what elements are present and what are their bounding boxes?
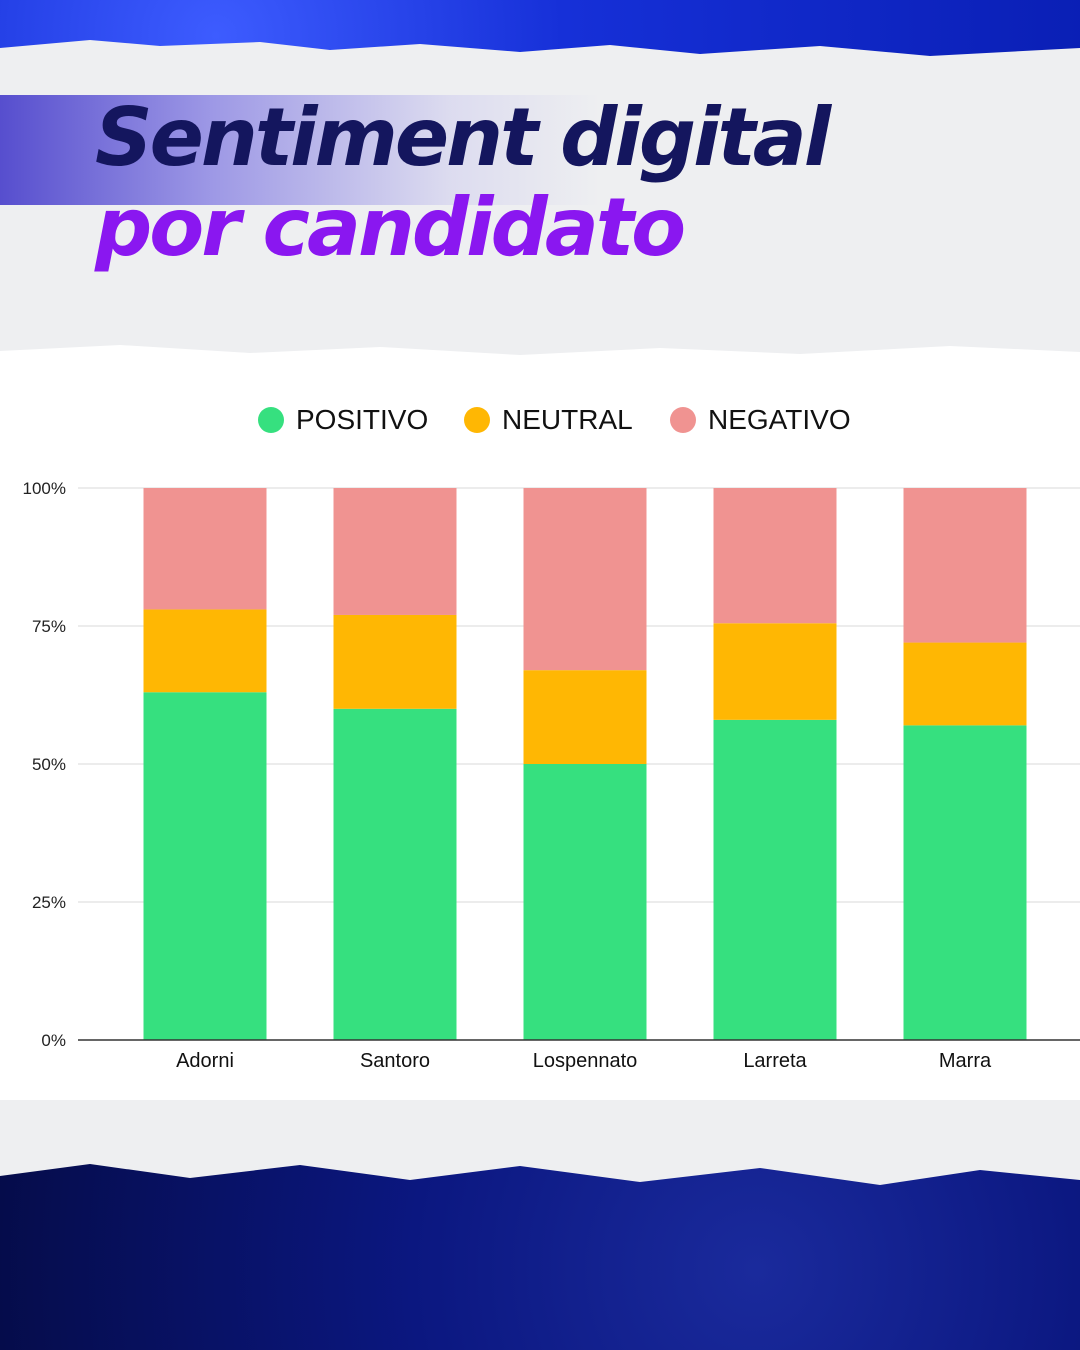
- title-spray-texture: [0, 95, 600, 205]
- bar-marra-negativo: [903, 488, 1027, 643]
- bar-adorni-negativo: [143, 488, 267, 610]
- legend-item-positivo: POSITIVO: [258, 400, 428, 440]
- legend-swatch-positivo: [258, 407, 284, 433]
- y-tick-label-100: 100%: [23, 479, 66, 498]
- legend-swatch-negativo: [670, 407, 696, 433]
- legend-item-neutral: NEUTRAL: [464, 400, 633, 440]
- title-line-1: Sentiment digital: [95, 91, 831, 184]
- bar-santoro-negativo: [333, 488, 457, 615]
- bar-adorni-neutral: [143, 609, 267, 693]
- y-tick-label-25: 25%: [32, 893, 66, 912]
- legend-label-positivo: POSITIVO: [296, 404, 429, 435]
- x-tick-label-santoro: Santoro: [360, 1050, 430, 1072]
- bar-larreta-neutral: [713, 623, 837, 720]
- bar-santoro-neutral: [333, 614, 457, 709]
- legend-item-negativo: NEGATIVO: [670, 400, 851, 440]
- background-bottom: [0, 1150, 1080, 1350]
- x-tick-label-larreta: Larreta: [743, 1050, 807, 1072]
- bar-lospennato-neutral: [523, 670, 647, 764]
- y-tick-label-50: 50%: [32, 755, 66, 774]
- stacked-bar-chart: 0% 25% 50% 75% 100% Adorni Santoro Lospennato La…: [23, 479, 1080, 1072]
- legend-swatch-neutral: [464, 407, 490, 433]
- x-tick-label-marra: Marra: [939, 1050, 992, 1072]
- legend-label-neutral: NEUTRAL: [502, 404, 633, 435]
- y-tick-label-0: 0%: [41, 1031, 66, 1050]
- bar-lospennato-negativo: [523, 488, 647, 671]
- bar-marra-positivo: [903, 725, 1027, 1040]
- legend-label-negativo: NEGATIVO: [708, 404, 851, 435]
- bar-larreta-positivo: [713, 719, 837, 1040]
- bar-lospennato-positivo: [523, 764, 647, 1040]
- x-tick-label-adorni: Adorni: [176, 1050, 234, 1072]
- bar-santoro-positivo: [333, 708, 457, 1040]
- y-tick-label-75: 75%: [32, 617, 66, 636]
- bar-adorni-positivo: [143, 692, 267, 1040]
- title-line-2: por candidato: [95, 181, 686, 274]
- bar-marra-neutral: [903, 642, 1027, 726]
- bar-larreta-negativo: [713, 488, 837, 624]
- chart-legend: POSITIVO NEUTRAL NEGATIVO: [0, 400, 1080, 440]
- x-tick-label-lospennato: Lospennato: [533, 1050, 638, 1072]
